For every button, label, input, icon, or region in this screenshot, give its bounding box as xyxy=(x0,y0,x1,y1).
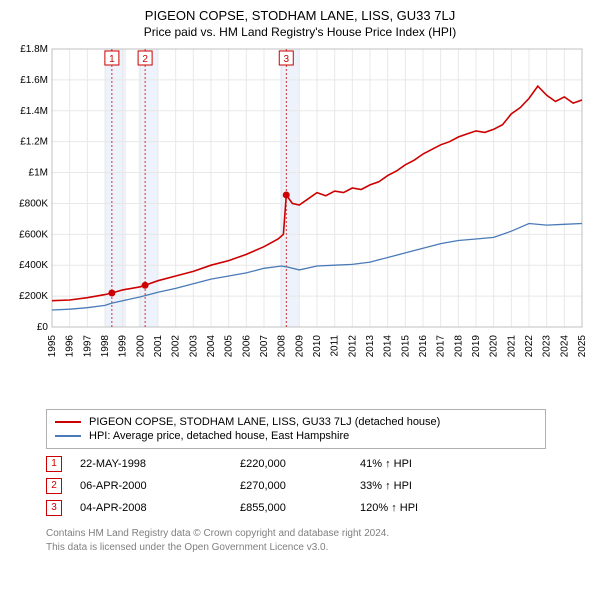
svg-text:£1.8M: £1.8M xyxy=(20,44,48,55)
svg-text:2025: 2025 xyxy=(577,335,588,358)
svg-text:2002: 2002 xyxy=(171,335,182,358)
svg-text:1997: 1997 xyxy=(82,335,93,358)
svg-text:2001: 2001 xyxy=(153,335,164,358)
svg-text:2024: 2024 xyxy=(559,335,570,358)
svg-text:2013: 2013 xyxy=(365,335,376,358)
svg-text:3: 3 xyxy=(283,54,289,65)
event-row: 1 22-MAY-1998£220,00041% ↑ HPI xyxy=(46,453,418,475)
events-table: 1 22-MAY-1998£220,00041% ↑ HPI 2 06-APR-200… xyxy=(46,453,590,519)
event-marker: 1 xyxy=(46,456,62,472)
event-pct: 41% ↑ HPI xyxy=(360,453,418,475)
svg-text:£1.2M: £1.2M xyxy=(20,137,48,148)
event-marker: 3 xyxy=(46,500,62,516)
svg-text:2000: 2000 xyxy=(135,335,146,358)
svg-text:2008: 2008 xyxy=(277,335,288,358)
legend-swatch xyxy=(55,435,81,437)
event-row: 2 06-APR-2000£270,00033% ↑ HPI xyxy=(46,475,418,497)
svg-text:2004: 2004 xyxy=(206,335,217,358)
svg-text:2005: 2005 xyxy=(224,335,235,358)
event-price: £270,000 xyxy=(240,475,360,497)
svg-text:2021: 2021 xyxy=(506,335,517,358)
svg-text:1998: 1998 xyxy=(100,335,111,358)
svg-text:£1.4M: £1.4M xyxy=(20,106,48,117)
svg-text:2018: 2018 xyxy=(453,335,464,358)
chart-svg: £0 £200K £400K £600K £800K £1M £1.2M £1.4M £1.6M… xyxy=(10,43,590,373)
svg-text:£400K: £400K xyxy=(19,260,48,271)
svg-text:2011: 2011 xyxy=(330,335,341,357)
event-date: 22-MAY-1998 xyxy=(80,453,240,475)
svg-text:2022: 2022 xyxy=(524,335,535,358)
svg-text:£0: £0 xyxy=(37,322,49,333)
legend-label: PIGEON COPSE, STODHAM LANE, LISS, GU33 7… xyxy=(89,416,440,428)
svg-text:1995: 1995 xyxy=(47,335,58,358)
legend-label: HPI: Average price, detached house, East… xyxy=(89,430,349,442)
svg-text:2019: 2019 xyxy=(471,335,482,358)
event-price: £220,000 xyxy=(240,453,360,475)
svg-text:2012: 2012 xyxy=(347,335,358,358)
svg-text:2017: 2017 xyxy=(436,335,447,358)
svg-text:2020: 2020 xyxy=(489,335,500,358)
event-pct: 33% ↑ HPI xyxy=(360,475,418,497)
footnote-line-2: This data is licensed under the Open Gov… xyxy=(46,541,590,555)
svg-text:1999: 1999 xyxy=(118,335,129,358)
event-price: £855,000 xyxy=(240,497,360,519)
page-title: PIGEON COPSE, STODHAM LANE, LISS, GU33 7… xyxy=(10,8,590,23)
event-row: 3 04-APR-2008£855,000120% ↑ HPI xyxy=(46,497,418,519)
legend-item: PIGEON COPSE, STODHAM LANE, LISS, GU33 7… xyxy=(55,416,537,428)
event-date: 04-APR-2008 xyxy=(80,497,240,519)
footnote: Contains HM Land Registry data © Crown c… xyxy=(46,527,590,554)
svg-text:2: 2 xyxy=(142,54,148,65)
svg-text:2007: 2007 xyxy=(259,335,270,358)
svg-text:£200K: £200K xyxy=(19,291,48,302)
svg-text:2016: 2016 xyxy=(418,335,429,358)
svg-text:1996: 1996 xyxy=(65,335,76,358)
chart: £0 £200K £400K £600K £800K £1M £1.2M £1.4M £1.6M… xyxy=(10,43,590,403)
svg-text:2006: 2006 xyxy=(241,335,252,358)
legend-item: HPI: Average price, detached house, East… xyxy=(55,430,537,442)
svg-text:1: 1 xyxy=(109,54,115,65)
footnote-line-1: Contains HM Land Registry data © Crown c… xyxy=(46,527,590,541)
svg-text:2023: 2023 xyxy=(542,335,553,358)
event-marker: 2 xyxy=(46,478,62,494)
svg-text:2003: 2003 xyxy=(188,335,199,358)
svg-text:£800K: £800K xyxy=(19,198,48,209)
event-date: 06-APR-2000 xyxy=(80,475,240,497)
svg-text:2009: 2009 xyxy=(294,335,305,358)
svg-text:£1.6M: £1.6M xyxy=(20,75,48,86)
event-pct: 120% ↑ HPI xyxy=(360,497,418,519)
svg-text:2010: 2010 xyxy=(312,335,323,358)
svg-text:2014: 2014 xyxy=(383,335,394,358)
svg-text:£600K: £600K xyxy=(19,229,48,240)
legend: PIGEON COPSE, STODHAM LANE, LISS, GU33 7… xyxy=(46,409,546,449)
legend-swatch xyxy=(55,421,81,423)
page-subtitle: Price paid vs. HM Land Registry's House … xyxy=(10,25,590,39)
svg-text:£1M: £1M xyxy=(29,168,48,179)
svg-text:2015: 2015 xyxy=(400,335,411,358)
